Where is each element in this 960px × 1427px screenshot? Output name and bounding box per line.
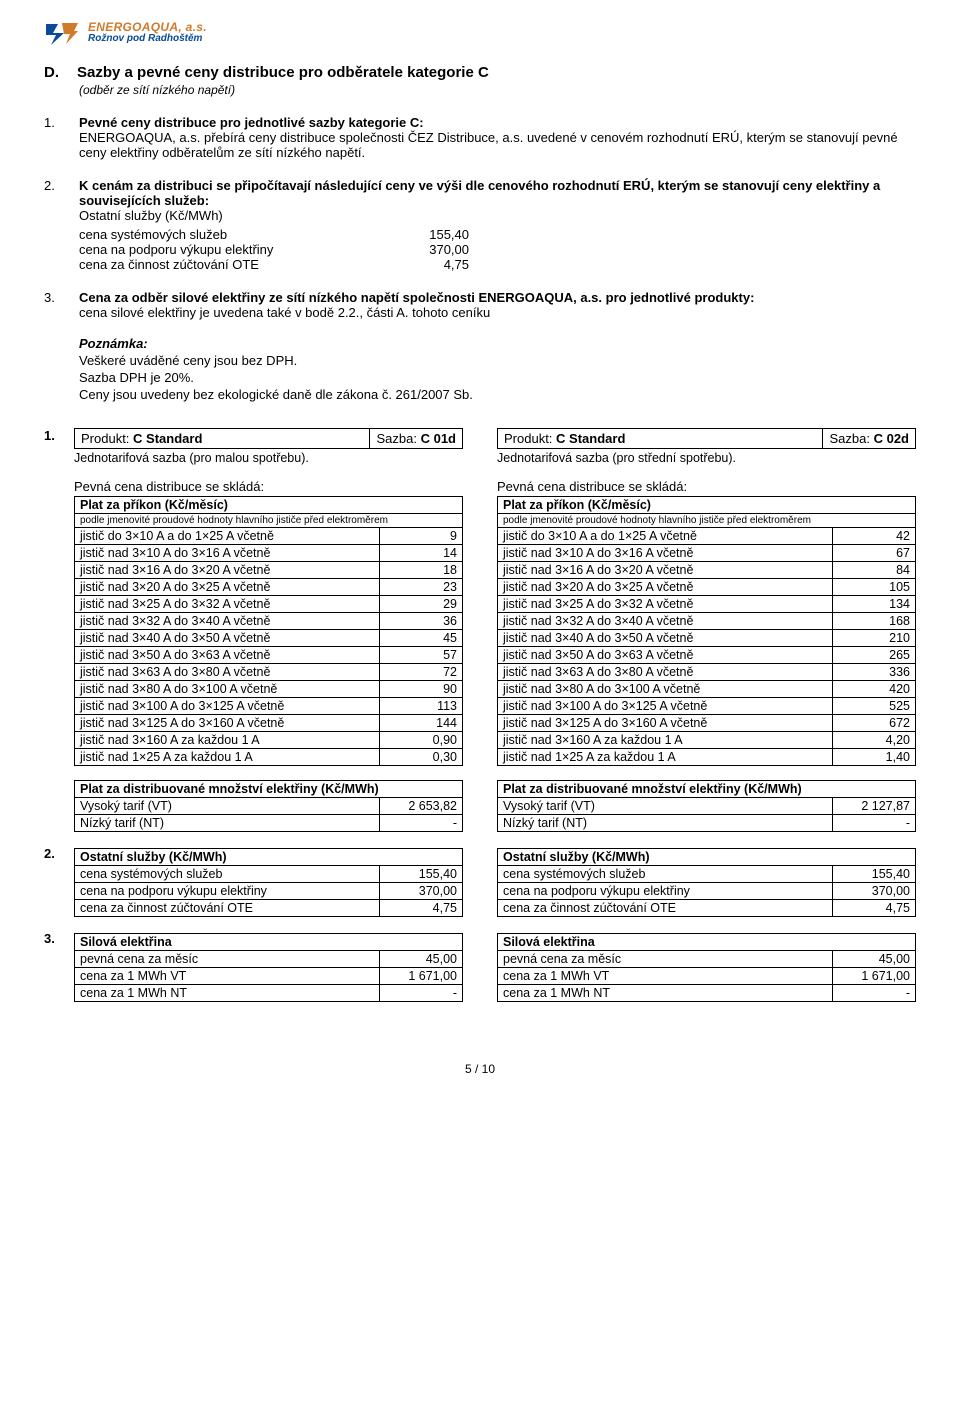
prikon-table-right: Plat za příkon (Kč/měsíc) podle jmenovit… [497, 496, 916, 766]
item-3-num: 3. [44, 290, 61, 320]
table-row: jistič nad 3×63 A do 3×80 A včetně336 [498, 664, 916, 681]
power-table-right: Silová elektřina pevná cena za měsíc45,0… [497, 933, 916, 1002]
logo-mark-icon [44, 20, 80, 46]
table-row: jistič nad 1×25 A za každou 1 A1,40 [498, 749, 916, 766]
section-letter: D. [44, 64, 59, 81]
table-row: jistič nad 3×63 A do 3×80 A včetně72 [75, 664, 463, 681]
table-row: jistič nad 3×100 A do 3×125 A včetně113 [75, 698, 463, 715]
prikon-table-left: Plat za příkon (Kč/měsíc) podle jmenovit… [74, 496, 463, 766]
table-row: jistič nad 3×125 A do 3×160 A včetně144 [75, 715, 463, 732]
services-list: cena systémových služeb155,40 cena na po… [79, 227, 916, 272]
item-1-lead: Pevné ceny distribuce pro jednotlivé saz… [79, 115, 424, 130]
company-logo: ENERGOAQUA, a.s. Rožnov pod Radhoštěm [44, 20, 916, 46]
table-row: jistič nad 3×160 A za každou 1 A0,90 [75, 732, 463, 749]
product-column-01d: 1. Produkt: C Standard Sazba: C 01d Jedn… [44, 428, 463, 1002]
table-row: jistič nad 3×100 A do 3×125 A včetně525 [498, 698, 916, 715]
item-1-num: 1. [44, 115, 61, 160]
dist-table-right: Plat za distribuované množství elektřiny… [497, 780, 916, 832]
product-column-02d: Produkt: C Standard Sazba: C 02d Jednota… [497, 428, 916, 1002]
section-subtitle: (odběr ze sítí nízkého napětí) [79, 83, 916, 97]
table-row: jistič nad 3×50 A do 3×63 A včetně57 [75, 647, 463, 664]
table-row: jistič nad 3×25 A do 3×32 A včetně134 [498, 596, 916, 613]
item-2-text: K cenám za distribuci se připočítavají n… [79, 178, 880, 208]
table-row: jistič nad 3×40 A do 3×50 A včetně45 [75, 630, 463, 647]
table-row: jistič nad 3×10 A do 3×16 A včetně67 [498, 545, 916, 562]
services-table-left: Ostatní služby (Kč/MWh) cena systémových… [74, 848, 463, 917]
item-3-lead: Cena za odběr silové elektřiny ze sítí n… [79, 290, 754, 305]
table-row: jistič nad 3×16 A do 3×20 A včetně18 [75, 562, 463, 579]
table-row: jistič nad 3×32 A do 3×40 A včetně36 [75, 613, 463, 630]
table-row: jistič nad 3×125 A do 3×160 A včetně672 [498, 715, 916, 732]
logo-text-2: Rožnov pod Radhoštěm [88, 34, 207, 45]
table-row: jistič nad 3×20 A do 3×25 A včetně105 [498, 579, 916, 596]
table-row: jistič nad 3×10 A do 3×16 A včetně14 [75, 545, 463, 562]
table-row: jistič do 3×10 A a do 1×25 A včetně9 [75, 528, 463, 545]
power-table-left: Silová elektřina pevná cena za měsíc45,0… [74, 933, 463, 1002]
table-row: jistič nad 3×80 A do 3×100 A včetně420 [498, 681, 916, 698]
table-row: jistič nad 3×50 A do 3×63 A včetně265 [498, 647, 916, 664]
product-box-right: Produkt: C Standard Sazba: C 02d [497, 428, 916, 449]
table-row: jistič nad 3×25 A do 3×32 A včetně29 [75, 596, 463, 613]
product-box-left: Produkt: C Standard Sazba: C 01d [74, 428, 463, 449]
table-row: jistič nad 3×160 A za každou 1 A4,20 [498, 732, 916, 749]
item-2-subtitle: Ostatní služby (Kč/MWh) [79, 208, 916, 223]
table-row: jistič do 3×10 A a do 1×25 A včetně42 [498, 528, 916, 545]
table-row: jistič nad 3×32 A do 3×40 A včetně168 [498, 613, 916, 630]
product-1-num: 1. [44, 428, 60, 443]
table-row: jistič nad 3×40 A do 3×50 A včetně210 [498, 630, 916, 647]
item-3-text: cena silové elektřiny je uvedena také v … [79, 305, 916, 320]
item-2-num: 2. [44, 178, 61, 272]
page-footer: 5 / 10 [44, 1062, 916, 1076]
table-row: jistič nad 3×16 A do 3×20 A včetně84 [498, 562, 916, 579]
dist-table-left: Plat za distribuované množství elektřiny… [74, 780, 463, 832]
note-block: Poznámka: Veškeré uváděné ceny jsou bez … [79, 336, 916, 402]
section-title: Sazby a pevné ceny distribuce pro odběra… [77, 64, 489, 81]
services-table-right: Ostatní služby (Kč/MWh) cena systémových… [497, 848, 916, 917]
table-row: jistič nad 1×25 A za každou 1 A0,30 [75, 749, 463, 766]
table-row: jistič nad 3×80 A do 3×100 A včetně90 [75, 681, 463, 698]
table-row: jistič nad 3×20 A do 3×25 A včetně23 [75, 579, 463, 596]
item-1-text: ENERGOAQUA, a.s. přebírá ceny distribuce… [79, 130, 916, 160]
